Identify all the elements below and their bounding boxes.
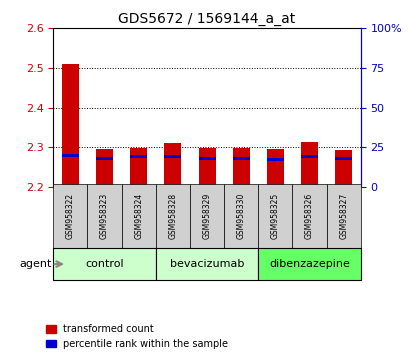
Text: bevacizumab: bevacizumab bbox=[169, 259, 244, 269]
Title: GDS5672 / 1569144_a_at: GDS5672 / 1569144_a_at bbox=[118, 12, 295, 26]
Bar bbox=[258, 248, 360, 280]
Bar bbox=[334, 157, 351, 160]
Bar bbox=[189, 184, 224, 248]
Bar bbox=[62, 64, 79, 187]
Bar bbox=[266, 149, 283, 187]
Text: agent: agent bbox=[19, 259, 52, 269]
Bar bbox=[164, 155, 181, 158]
Bar bbox=[198, 157, 215, 160]
Text: GSM958325: GSM958325 bbox=[270, 193, 279, 239]
Bar bbox=[198, 148, 215, 187]
Text: GSM958327: GSM958327 bbox=[338, 193, 347, 239]
Bar bbox=[155, 184, 189, 248]
Bar bbox=[87, 184, 121, 248]
Text: dibenzazepine: dibenzazepine bbox=[268, 259, 349, 269]
Text: GSM958326: GSM958326 bbox=[304, 193, 313, 239]
Text: GSM958322: GSM958322 bbox=[66, 193, 75, 239]
Bar bbox=[53, 184, 87, 248]
Legend: transformed count, percentile rank within the sample: transformed count, percentile rank withi… bbox=[46, 324, 228, 349]
Bar bbox=[266, 158, 283, 161]
Text: GSM958328: GSM958328 bbox=[168, 193, 177, 239]
Bar bbox=[164, 143, 181, 187]
Bar bbox=[224, 184, 258, 248]
Bar bbox=[232, 157, 249, 160]
Bar bbox=[232, 148, 249, 187]
Bar bbox=[155, 248, 258, 280]
Bar bbox=[326, 184, 360, 248]
Bar bbox=[130, 148, 147, 187]
Bar bbox=[258, 184, 292, 248]
Bar bbox=[96, 149, 113, 187]
Bar bbox=[300, 155, 317, 158]
Bar bbox=[292, 184, 326, 248]
Bar bbox=[53, 248, 155, 280]
Bar bbox=[62, 154, 79, 157]
Bar bbox=[300, 142, 317, 187]
Bar bbox=[334, 150, 351, 187]
Text: GSM958323: GSM958323 bbox=[100, 193, 109, 239]
Bar bbox=[121, 184, 155, 248]
Text: GSM958329: GSM958329 bbox=[202, 193, 211, 239]
Text: control: control bbox=[85, 259, 124, 269]
Bar bbox=[96, 157, 113, 160]
Text: GSM958330: GSM958330 bbox=[236, 193, 245, 240]
Text: GSM958324: GSM958324 bbox=[134, 193, 143, 239]
Bar bbox=[130, 155, 147, 158]
